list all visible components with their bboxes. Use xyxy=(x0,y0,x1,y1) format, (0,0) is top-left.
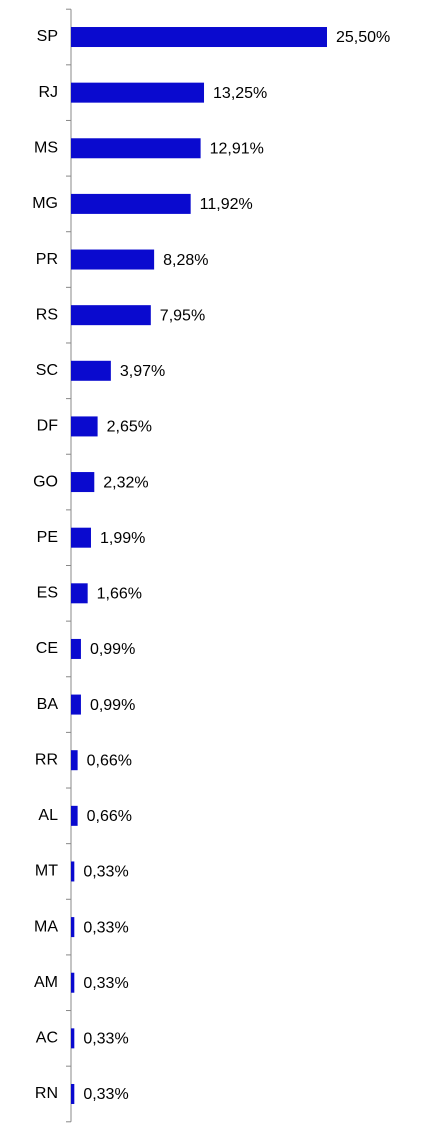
value-label: 0,33% xyxy=(83,1086,128,1103)
category-label: SP xyxy=(37,28,58,45)
value-label: 2,65% xyxy=(107,419,152,436)
value-label: 1,66% xyxy=(97,586,142,603)
category-label: ES xyxy=(37,585,58,602)
value-label: 7,95% xyxy=(160,307,205,324)
bar xyxy=(71,82,205,103)
bar xyxy=(71,861,75,882)
bar xyxy=(71,805,78,826)
value-label: 13,25% xyxy=(213,85,267,102)
bar xyxy=(71,583,88,604)
value-label: 0,33% xyxy=(83,1031,128,1048)
category-label: BA xyxy=(37,696,59,713)
bar xyxy=(71,638,81,659)
category-label: RS xyxy=(36,306,58,323)
category-label: AL xyxy=(38,807,58,824)
category-label: AC xyxy=(36,1030,58,1047)
value-label: 25,50% xyxy=(336,29,390,46)
category-label: SC xyxy=(36,362,58,379)
category-label: MG xyxy=(32,195,58,212)
category-label: PR xyxy=(36,251,58,268)
bar xyxy=(71,972,75,993)
category-label: RN xyxy=(35,1085,58,1102)
category-label: CE xyxy=(36,640,58,657)
bar xyxy=(71,27,327,48)
bar xyxy=(71,472,95,493)
bar xyxy=(71,305,151,326)
category-label: PE xyxy=(37,529,58,546)
value-label: 0,66% xyxy=(87,752,132,769)
bar xyxy=(71,694,81,715)
bar xyxy=(71,1083,75,1104)
bar xyxy=(71,917,75,938)
value-label: 11,92% xyxy=(200,196,253,213)
category-label: MS xyxy=(34,139,58,156)
value-label: 0,99% xyxy=(90,641,135,658)
bar xyxy=(71,193,191,214)
value-label: 0,33% xyxy=(83,975,128,992)
bar xyxy=(71,750,78,771)
value-label: 0,33% xyxy=(83,919,128,936)
value-label: 3,97% xyxy=(120,363,165,380)
category-label: MA xyxy=(34,918,58,935)
bar xyxy=(71,138,201,159)
category-label: AM xyxy=(34,974,58,991)
bar xyxy=(71,1028,75,1049)
bar xyxy=(71,527,91,548)
category-label: RR xyxy=(35,751,58,768)
value-label: 0,99% xyxy=(90,697,135,714)
bar xyxy=(71,249,155,270)
category-label: MT xyxy=(35,863,58,880)
bar xyxy=(71,360,111,381)
category-label: DF xyxy=(37,418,59,435)
value-label: 0,66% xyxy=(87,808,132,825)
category-label: RJ xyxy=(38,84,58,101)
bar xyxy=(71,416,98,437)
value-label: 12,91% xyxy=(210,140,264,157)
category-label: GO xyxy=(33,473,58,490)
value-label: 1,99% xyxy=(100,530,145,547)
value-label: 2,32% xyxy=(103,474,148,491)
value-label: 0,33% xyxy=(83,864,128,881)
value-label: 8,28% xyxy=(163,252,208,269)
